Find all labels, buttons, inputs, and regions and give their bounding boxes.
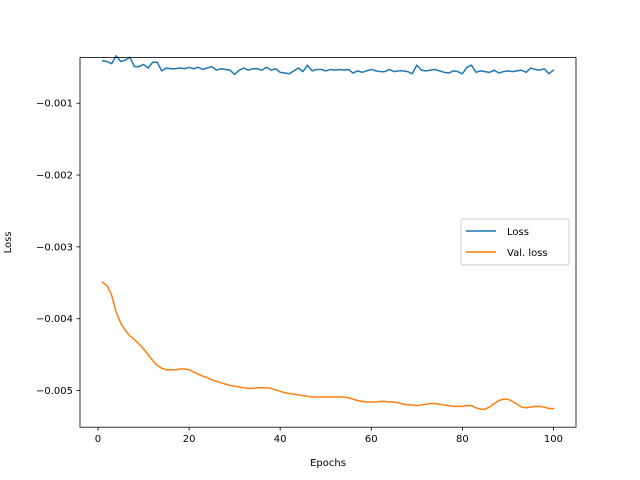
legend-label-val-loss: Val. loss [507, 248, 548, 259]
x-tick-label: 0 [95, 434, 101, 445]
x-axis-label: Epochs [310, 458, 346, 469]
plot-area [79, 55, 577, 428]
x-tick-label: 20 [183, 434, 196, 445]
x-tick-label: 80 [456, 434, 469, 445]
x-tick-label: 40 [274, 434, 287, 445]
y-tick-label: −0.002 [36, 171, 73, 182]
x-tick-label: 60 [365, 434, 378, 445]
y-tick-label: −0.003 [36, 242, 73, 253]
series-line-loss [101, 55, 555, 76]
y-tick-label: −0.001 [36, 99, 73, 110]
y-tick-label: −0.004 [36, 314, 73, 325]
y-axis-label: Loss [3, 231, 14, 253]
legend: Loss Val. loss [460, 218, 570, 266]
series-line-val-loss [101, 281, 555, 410]
y-axis-ticks: −0.001 −0.002 −0.003 −0.004 −0.005 [36, 99, 80, 397]
x-tick-label: 100 [544, 434, 563, 445]
legend-label-loss: Loss [507, 227, 529, 238]
y-tick-label: −0.005 [36, 386, 73, 397]
x-axis-ticks: 0 20 40 60 80 100 [95, 427, 563, 445]
series-layer [101, 55, 555, 410]
axes-frame [79, 57, 577, 428]
